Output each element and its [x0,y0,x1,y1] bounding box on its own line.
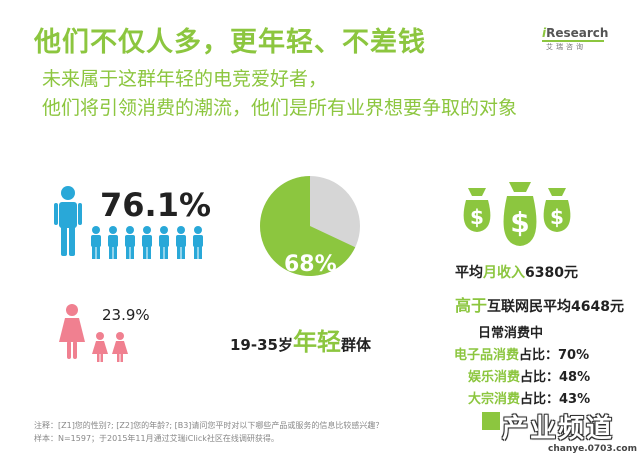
money-bag-icon-center: $ [503,182,537,246]
age-pie-chart [260,176,360,276]
higher-emphasis: 高于 [455,296,488,315]
consumption-item-name: 电子品消费 [454,348,520,363]
age-emphasis: 年轻 [292,328,341,356]
male-small-icon [159,226,169,259]
logo-brand-text: Research [546,26,609,40]
money-bags-group: $ $ $ [463,182,571,246]
female-big-icon [59,304,85,359]
consumption-item-rest: 占比：43% [520,392,591,407]
footnote-sample: 样本：N=1597；于2015年11月通过艾瑞iClick社区在线调研获得。 [34,434,279,443]
svg-text:$: $ [510,206,529,239]
age-group-label: 19-35岁年轻群体 [230,322,371,357]
svg-text:$: $ [470,205,484,229]
male-big-icon [54,186,82,256]
consumption-item-rest: 占比：48% [520,370,591,385]
consumption-item: 大宗消费占比：43% [468,388,590,407]
male-percent: 76.1% [100,186,212,224]
pie-young-slice [260,176,356,276]
consumption-item: 娱乐消费占比：48% [468,366,590,385]
male-small-icon [142,226,152,259]
subtitle-line-2: 他们将引领消费的潮流，他们是所有业界想要争取的对象 [42,97,518,119]
iresearch-logo: iResearch 艾瑞咨询 [538,20,608,56]
income-prefix: 平均 [455,265,483,281]
page-title: 他们不仅人多，更年轻、不差钱 [34,27,426,58]
watermark-text: 产业频道 [502,414,615,444]
consumption-item-name: 大宗消费 [468,392,521,407]
age-suffix: 群体 [340,336,371,354]
pie-percent-label: 68% [284,252,337,277]
male-icons-group [54,186,203,259]
watermark-square-icon [482,412,500,430]
logo-brand: iResearch [542,26,609,40]
higher-rest: 互联网民平均4648元 [487,299,624,315]
income-value: 6380元 [525,265,578,281]
watermark: 产业频道 chanye.0703.com [482,408,637,458]
female-small-icon-2 [112,332,128,362]
consumption-heading: 日常消费中 [478,326,544,341]
income-comparison: 高于互联网民平均4648元 [455,292,624,316]
monthly-income: 平均月收入6380元 [455,262,578,282]
male-small-icon [108,226,118,259]
footnote-questions: 注释：[Z1]您的性别?; [Z2]您的年龄?; [B3]请问您平时对以下哪些产… [34,421,384,430]
female-percent: 23.9% [102,306,150,324]
subtitle-line-1: 未来属于这群年轻的电竞爱好者， [42,68,328,90]
age-prefix: 19-35岁 [230,336,293,354]
logo-chinese: 艾瑞咨询 [546,43,586,51]
logo-underline [542,24,604,42]
male-small-icon [193,226,203,259]
consumption-item: 电子品消费占比：70% [454,344,589,363]
money-bag-icon-left: $ [463,188,491,232]
svg-text:$: $ [550,205,564,229]
male-small-icon [91,226,101,259]
consumption-item-name: 娱乐消费 [468,370,521,385]
male-small-icon [125,226,135,259]
watermark-url: chanye.0703.com [548,444,637,454]
male-small-icon [176,226,186,259]
income-emphasis: 月收入 [483,265,525,281]
money-bag-icon-right: $ [543,188,571,232]
consumption-item-rest: 占比：70% [519,348,590,363]
male-small-icons [91,226,203,259]
female-icons-group [59,304,128,362]
female-small-icon-1 [92,332,108,362]
